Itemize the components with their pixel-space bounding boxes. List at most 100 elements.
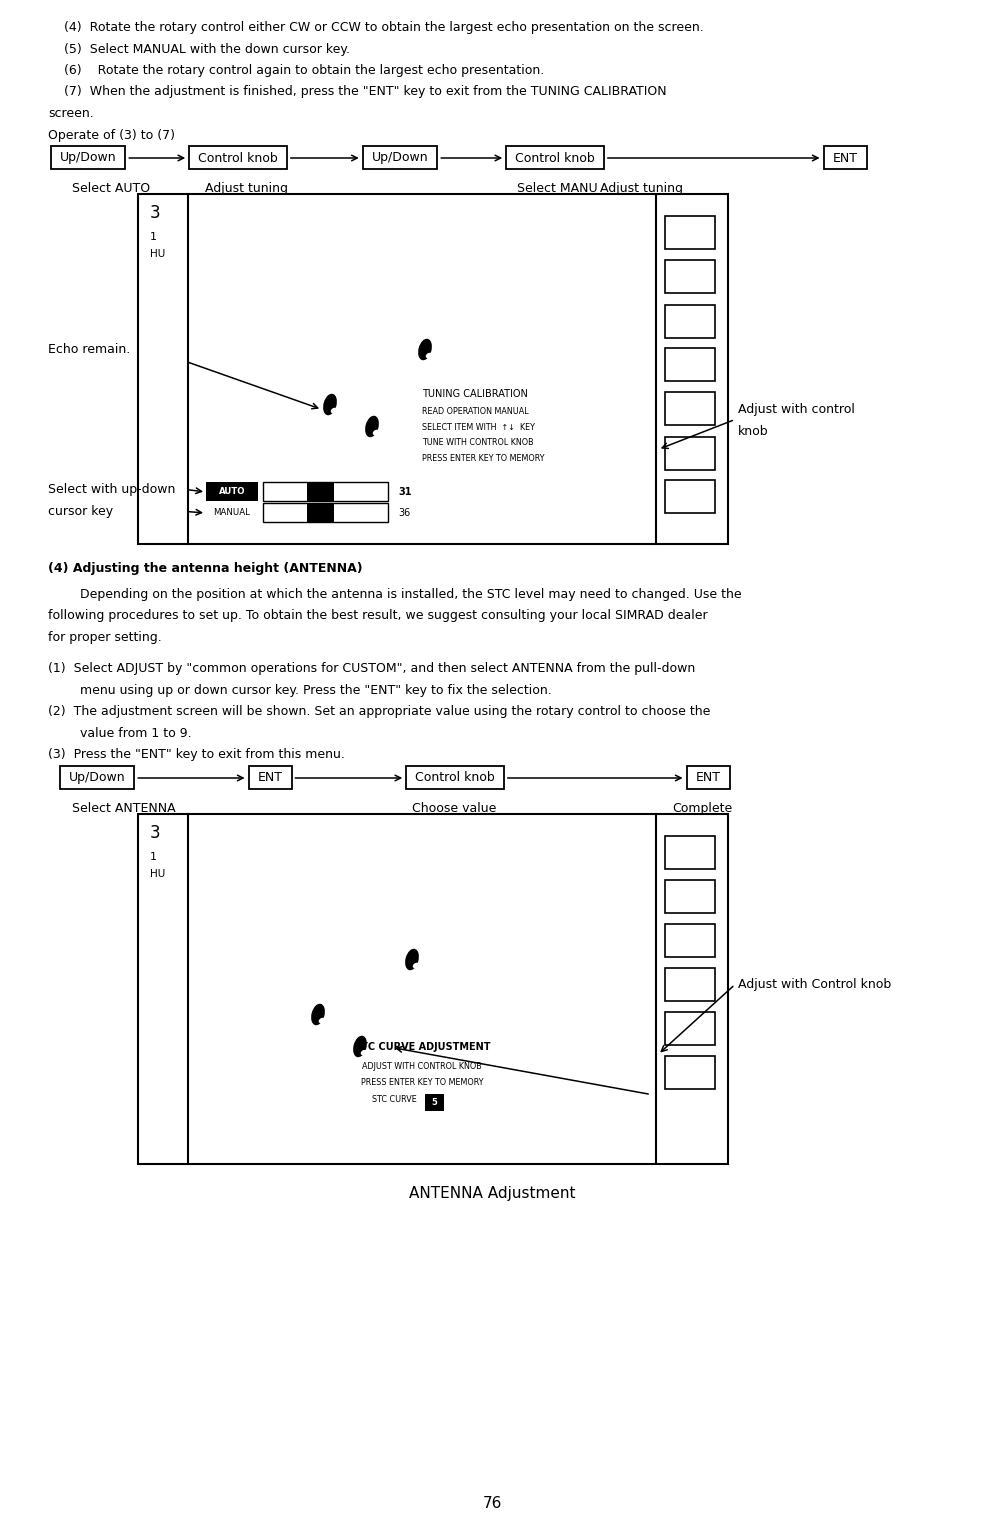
Bar: [665, 393, 715, 425]
Text: MANUAL: MANUAL: [214, 509, 250, 517]
Ellipse shape: [311, 1003, 325, 1026]
Bar: [687, 766, 730, 789]
Text: Operate of (3) to (7): Operate of (3) to (7): [48, 130, 175, 142]
Text: Depending on the position at which the antenna is installed, the STC level may n: Depending on the position at which the a…: [48, 589, 742, 601]
Text: Adjust tuning: Adjust tuning: [205, 182, 288, 196]
Bar: [248, 766, 292, 789]
Text: SELECT ITEM WITH  ↑↓  KEY: SELECT ITEM WITH ↑↓ KEY: [422, 424, 535, 433]
Ellipse shape: [323, 394, 337, 416]
Text: 36: 36: [398, 508, 410, 518]
Bar: [206, 483, 258, 502]
Text: ENT: ENT: [257, 772, 283, 784]
Ellipse shape: [361, 1050, 367, 1055]
Ellipse shape: [405, 948, 419, 971]
Text: 1: 1: [150, 232, 157, 243]
Bar: [665, 836, 715, 870]
Ellipse shape: [413, 963, 420, 968]
Text: Select with up-down: Select with up-down: [48, 483, 175, 495]
Bar: [138, 815, 728, 1165]
Text: Control knob: Control knob: [515, 151, 595, 165]
Text: Select ANTENNA: Select ANTENNA: [72, 803, 175, 815]
Text: ENT: ENT: [832, 151, 858, 165]
Text: 3: 3: [150, 205, 161, 223]
Text: Up/Down: Up/Down: [69, 772, 125, 784]
Text: Adjust tuning: Adjust tuning: [600, 182, 683, 196]
Ellipse shape: [365, 416, 379, 437]
Text: READ OPERATION MANUAL: READ OPERATION MANUAL: [422, 408, 529, 416]
Text: Up/Down: Up/Down: [371, 151, 428, 165]
Bar: [506, 147, 604, 170]
Bar: [263, 483, 388, 502]
Bar: [665, 349, 715, 382]
Ellipse shape: [372, 430, 379, 436]
Bar: [823, 147, 867, 170]
Text: 5: 5: [431, 1098, 437, 1107]
Text: ADJUST WITH CONTROL KNOB: ADJUST WITH CONTROL KNOB: [362, 1063, 482, 1072]
Text: 31: 31: [398, 488, 412, 497]
Bar: [306, 503, 334, 523]
Bar: [665, 968, 715, 1001]
Text: Adjust with control: Adjust with control: [738, 404, 855, 416]
Bar: [665, 1057, 715, 1090]
Bar: [50, 147, 125, 170]
Text: menu using up or down cursor key. Press the "ENT" key to fix the selection.: menu using up or down cursor key. Press …: [48, 683, 552, 697]
Bar: [665, 1012, 715, 1046]
Ellipse shape: [353, 1035, 366, 1057]
Bar: [362, 147, 437, 170]
Bar: [665, 304, 715, 338]
Bar: [665, 436, 715, 469]
Text: PRESS ENTER KEY TO MEMORY: PRESS ENTER KEY TO MEMORY: [422, 454, 545, 463]
Text: (4) Adjusting the antenna height (ANTENNA): (4) Adjusting the antenna height (ANTENN…: [48, 563, 362, 575]
Text: Control knob: Control knob: [415, 772, 494, 784]
Bar: [665, 925, 715, 957]
Bar: [60, 766, 134, 789]
Text: Adjust with Control knob: Adjust with Control knob: [738, 979, 891, 991]
Ellipse shape: [418, 339, 431, 361]
Text: (4)  Rotate the rotary control either CW or CCW to obtain the largest echo prese: (4) Rotate the rotary control either CW …: [48, 21, 703, 34]
Ellipse shape: [331, 408, 337, 413]
Text: HU: HU: [150, 870, 165, 879]
Text: STC CURVE: STC CURVE: [372, 1095, 417, 1104]
Text: (3)  Press the "ENT" key to exit from this menu.: (3) Press the "ENT" key to exit from thi…: [48, 749, 345, 761]
Text: ANTENNA Adjustment: ANTENNA Adjustment: [409, 1187, 575, 1202]
Bar: [406, 766, 504, 789]
Text: screen.: screen.: [48, 107, 94, 119]
Ellipse shape: [319, 1018, 325, 1023]
Bar: [138, 194, 728, 544]
Text: (6)    Rotate the rotary control again to obtain the largest echo presentation.: (6) Rotate the rotary control again to o…: [48, 64, 545, 76]
Text: Select AUTO: Select AUTO: [72, 182, 150, 196]
Text: ENT: ENT: [695, 772, 720, 784]
Bar: [665, 881, 715, 913]
Text: HU: HU: [150, 249, 165, 260]
Text: (2)  The adjustment screen will be shown. Set an appropriate value using the rot: (2) The adjustment screen will be shown.…: [48, 705, 710, 719]
Bar: [665, 217, 715, 249]
Bar: [665, 480, 715, 514]
Text: AUTO: AUTO: [219, 488, 245, 497]
Text: (7)  When the adjustment is finished, press the "ENT" key to exit from the TUNIN: (7) When the adjustment is finished, pre…: [48, 86, 667, 98]
Text: 1: 1: [150, 853, 157, 862]
Text: 3: 3: [150, 824, 161, 842]
Bar: [189, 147, 287, 170]
Bar: [306, 483, 334, 502]
Text: TUNING CALIBRATION: TUNING CALIBRATION: [422, 390, 528, 399]
Bar: [263, 503, 388, 523]
Text: value from 1 to 9.: value from 1 to 9.: [48, 726, 192, 740]
Text: TUNE WITH CONTROL KNOB: TUNE WITH CONTROL KNOB: [422, 439, 534, 448]
Text: cursor key: cursor key: [48, 505, 113, 518]
Text: PRESS ENTER KEY TO MEMORY: PRESS ENTER KEY TO MEMORY: [361, 1078, 484, 1087]
Ellipse shape: [426, 353, 432, 358]
Text: Choose value: Choose value: [412, 803, 496, 815]
Text: 76: 76: [483, 1495, 501, 1511]
Text: Control knob: Control knob: [198, 151, 278, 165]
Text: Echo remain.: Echo remain.: [48, 342, 130, 356]
Bar: [425, 1095, 444, 1112]
Text: STC CURVE ADJUSTMENT: STC CURVE ADJUSTMENT: [354, 1043, 491, 1052]
Text: Complete: Complete: [672, 803, 732, 815]
Text: following procedures to set up. To obtain the best result, we suggest consulting: following procedures to set up. To obtai…: [48, 610, 707, 622]
Bar: [665, 260, 715, 294]
Text: (5)  Select MANUAL with the down cursor key.: (5) Select MANUAL with the down cursor k…: [48, 43, 350, 55]
Text: Up/Down: Up/Down: [60, 151, 116, 165]
Text: (1)  Select ADJUST by "common operations for CUSTOM", and then select ANTENNA fr: (1) Select ADJUST by "common operations …: [48, 662, 695, 676]
Text: Select MANU: Select MANU: [517, 182, 598, 196]
Text: knob: knob: [738, 425, 768, 437]
